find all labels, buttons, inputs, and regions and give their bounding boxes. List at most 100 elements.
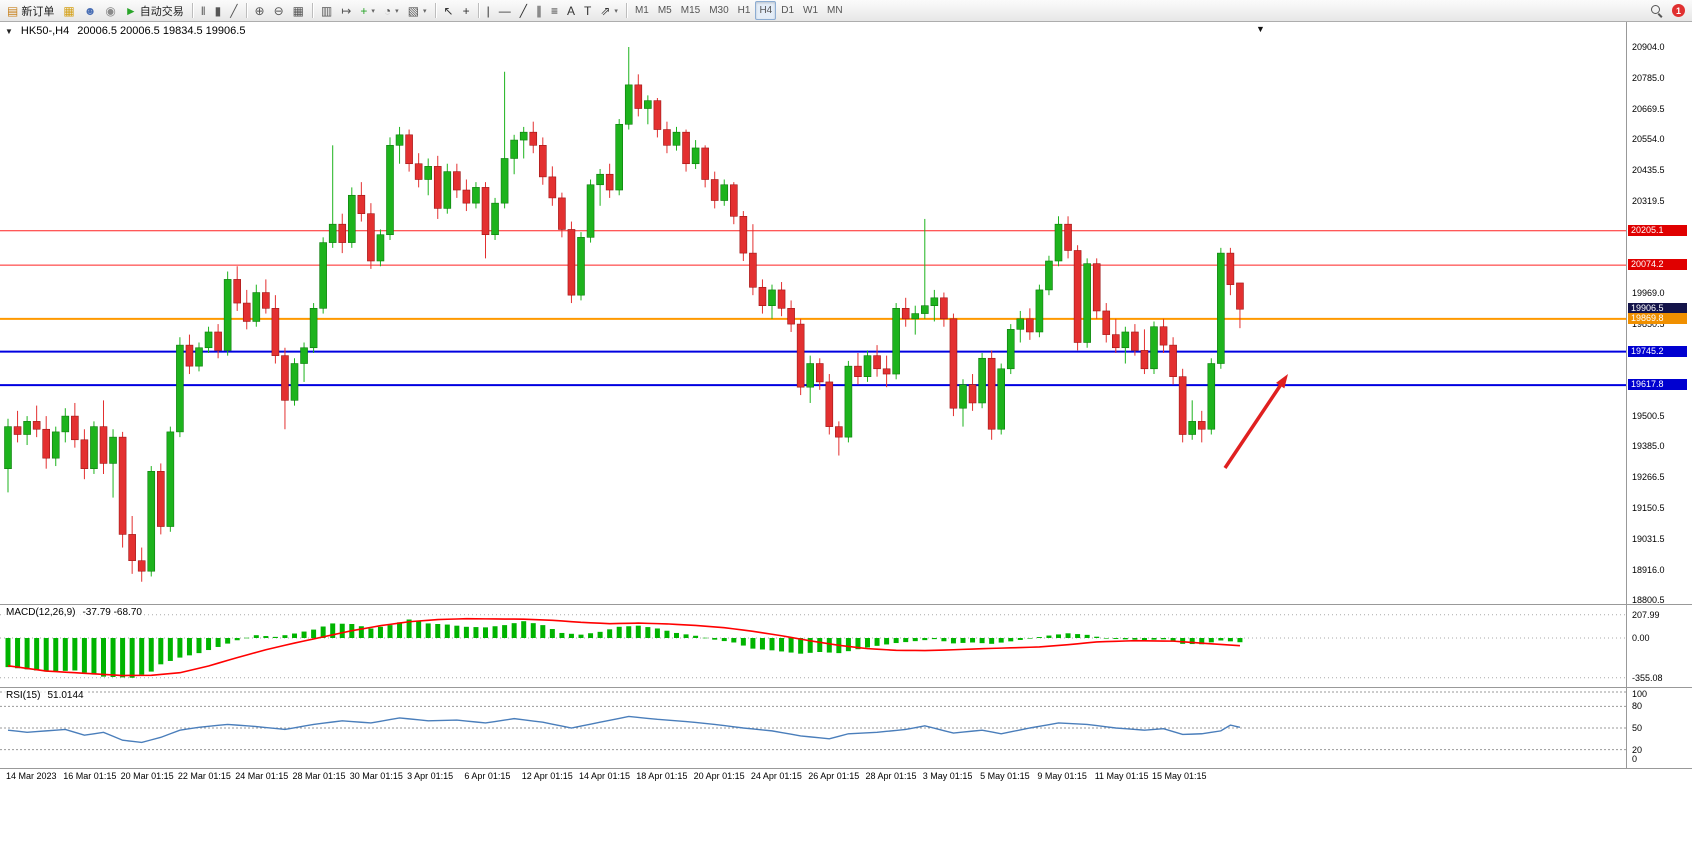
date-label: 26 Apr 01:15	[808, 771, 860, 781]
candle	[586, 184, 595, 238]
price-label: 19266.5	[1632, 472, 1665, 483]
channel-button[interactable]: ∥	[532, 1, 546, 20]
trendline-button[interactable]: ╱	[516, 1, 531, 20]
charts-button[interactable]: ▦	[59, 1, 78, 20]
tf-h1-button[interactable]: H1	[734, 1, 755, 20]
tf-w1-button[interactable]: W1	[799, 1, 822, 20]
zoom-out-button[interactable]: ⊖	[270, 1, 288, 20]
candle	[262, 292, 270, 309]
periods-dropdown-icon[interactable]: ▾	[395, 7, 399, 15]
candle	[61, 415, 70, 433]
price-axis[interactable]: 20904.0 20785.0 20669.5 20554.0 20435.5 20319…	[1626, 22, 1692, 605]
periods-icon: ◔	[383, 3, 392, 18]
text-label-button[interactable]: T	[580, 1, 595, 20]
date-label: 30 Mar 01:15	[349, 771, 403, 781]
candle	[538, 145, 547, 178]
candle	[1150, 326, 1158, 370]
vertical-line-button[interactable]: |	[483, 1, 494, 20]
tf-m1-button[interactable]: M1	[631, 1, 653, 20]
candle	[386, 145, 394, 236]
time-axis[interactable]: 14 Mar 2023 16 Mar 01:15 20 Mar 01:15 22 Ma…	[0, 768, 1692, 785]
symbol-dropdown-icon[interactable]: ▼	[5, 26, 13, 36]
toolbar-separator	[477, 3, 479, 18]
profiles-button[interactable]: ☻	[80, 1, 101, 20]
text-button[interactable]: A	[563, 1, 579, 20]
rsi-axis: 100 80 50 20 0	[1626, 688, 1692, 768]
tile-windows-button[interactable]: ▦	[289, 1, 308, 20]
macd-chart	[0, 614, 1626, 679]
candle	[978, 357, 986, 404]
candle	[940, 297, 948, 320]
trend-arrow-annotation[interactable]	[1223, 374, 1288, 469]
price-badge: 19869.8	[1628, 312, 1687, 324]
main-chart[interactable]: ▼ HK50-,H4 20006.5 20006.5 19834.5 19906…	[0, 22, 1692, 605]
tf-h4-button[interactable]: H4	[755, 1, 777, 20]
candle	[777, 289, 786, 309]
macd-title: MACD(12,26,9)	[6, 607, 76, 618]
fibonacci-button[interactable]: ≡	[547, 1, 562, 20]
candle	[1207, 363, 1216, 430]
new-order-button[interactable]: ▤ 新订单	[3, 1, 58, 20]
templates-dropdown-icon[interactable]: ▾	[423, 7, 427, 15]
price-label: 19031.5	[1632, 534, 1665, 545]
symbol-label: HK50-,H4	[20, 25, 70, 37]
arrange-charts-button[interactable]: ▥	[317, 1, 336, 20]
crosshair-button[interactable]: +	[459, 1, 474, 20]
candle	[395, 134, 404, 146]
price-label: 20435.5	[1632, 165, 1665, 176]
tf-m5-button[interactable]: M5	[654, 1, 676, 20]
candle	[233, 279, 241, 304]
date-label: 14 Apr 01:15	[579, 771, 631, 781]
candle	[997, 368, 1006, 430]
auto-trading-label: 自动交易	[139, 5, 184, 18]
templates-icon: ▧	[407, 3, 420, 18]
templates-button[interactable]: ▧ ▾	[404, 1, 431, 20]
candle	[920, 305, 929, 314]
arrows-button[interactable]: ⇗ ▾	[596, 1, 622, 20]
candle	[1054, 223, 1063, 262]
candle	[204, 331, 213, 349]
arrange-charts-icon: ▥	[320, 3, 333, 18]
auto-trading-button[interactable]: ► 自动交易	[121, 1, 188, 20]
candle	[720, 184, 729, 201]
macd-panel: MACD(12,26,9) -37.79 -68.70 207.99 0.00 -3…	[0, 604, 1692, 687]
toolbar-separator	[191, 3, 193, 18]
candle	[739, 216, 748, 254]
line-chart-button[interactable]: ╱	[226, 1, 241, 20]
chart-shift-marker[interactable]: ▼	[1256, 24, 1265, 34]
toolbar-separator	[625, 3, 627, 18]
periods-button[interactable]: ◔ ▾	[380, 1, 403, 20]
chart-shift-button[interactable]: ↦	[337, 1, 355, 20]
indicators-dropdown-icon[interactable]: ▾	[371, 7, 375, 15]
bar-chart-button[interactable]: ‖	[197, 1, 210, 20]
chart-shift-icon: ↦	[341, 3, 352, 18]
candle	[252, 292, 261, 322]
tf-mn-button[interactable]: MN	[823, 1, 847, 20]
data-window-button[interactable]: ◉	[101, 1, 119, 20]
candle	[99, 426, 108, 464]
arrows-dropdown-icon[interactable]: ▾	[614, 7, 618, 15]
price-label: 20554.0	[1632, 134, 1665, 144]
horizontal-line-button[interactable]: —	[495, 1, 515, 20]
rsi-title: RSI(15)	[6, 690, 41, 701]
zoom-in-button[interactable]: ⊕	[251, 1, 269, 20]
date-label: 20 Apr 01:15	[693, 771, 745, 781]
tf-m30-button[interactable]: M30	[705, 1, 732, 20]
toolbar-separator	[311, 3, 313, 18]
candlestick-chart-button[interactable]: ▮	[211, 1, 226, 20]
price-label: 19850.5	[1632, 318, 1665, 329]
indicators-button[interactable]: + ▾	[356, 1, 379, 20]
cursor-button[interactable]: ↖	[440, 1, 458, 20]
tf-m15-button[interactable]: M15	[677, 1, 704, 20]
alerts-button[interactable]: 1	[1668, 1, 1689, 20]
candle	[1159, 326, 1168, 346]
tf-d1-button[interactable]: D1	[777, 1, 798, 20]
search-icon	[1651, 4, 1663, 17]
rsi-panel: RSI(15) 51.0144 100 80 50 20 0	[0, 687, 1692, 768]
candle	[519, 131, 528, 141]
candle	[166, 431, 175, 527]
candlestick-chart[interactable]	[0, 22, 1626, 604]
search-button[interactable]	[1647, 1, 1667, 20]
date-label: 14 Mar 2023	[6, 771, 57, 781]
candle	[424, 166, 433, 180]
